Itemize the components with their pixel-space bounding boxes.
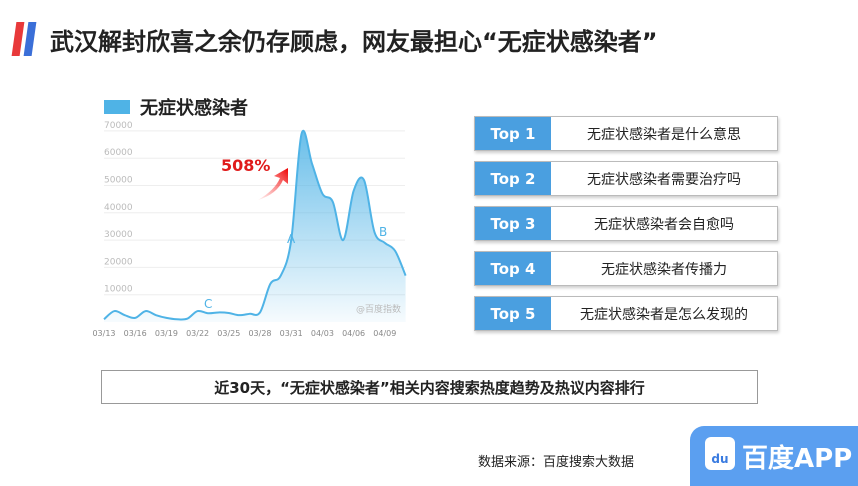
y-tick-label: 20000 (104, 257, 133, 267)
rank-tag: Top 4 (475, 252, 551, 285)
top-query: 无症状感染者是什么意思 (551, 117, 777, 150)
x-tick-label: 03/28 (248, 329, 271, 338)
rank-tag: Top 1 (475, 117, 551, 150)
x-tick-label: 03/25 (217, 329, 240, 338)
top-query: 无症状感染者是怎么发现的 (551, 297, 777, 330)
data-source: 数据来源：百度搜索大数据 (478, 451, 634, 470)
annotation-a: A (287, 232, 296, 246)
brand-badge: du 百度APP (690, 426, 858, 486)
x-tick-label: 04/06 (342, 329, 365, 338)
top-query: 无症状感染者需要治疗吗 (551, 162, 777, 195)
x-tick-label: 03/13 (92, 329, 115, 338)
x-tick-label: 03/31 (280, 329, 303, 338)
annotation-b: B (379, 225, 387, 239)
y-tick-label: 10000 (104, 285, 133, 295)
top-query: 无症状感染者会自愈吗 (551, 207, 777, 240)
x-tick-label: 03/16 (124, 329, 147, 338)
rank-tag: Top 5 (475, 297, 551, 330)
y-tick-label: 50000 (104, 176, 133, 186)
annotation-c: C (204, 297, 212, 311)
x-tick-label: 04/03 (311, 329, 334, 338)
y-tick-label: 70000 (104, 121, 133, 131)
y-tick-label: 60000 (104, 148, 133, 158)
brand-name: 百度APP (742, 438, 852, 475)
x-tick-label: 03/19 (155, 329, 178, 338)
rank-tag: Top 3 (475, 207, 551, 240)
y-tick-label: 40000 (104, 203, 133, 213)
top-query: 无症状感染者传播力 (551, 252, 777, 285)
growth-label: 508% (221, 156, 270, 175)
x-tick-label: 03/22 (186, 329, 209, 338)
watermark: @百度指数 (356, 303, 401, 315)
y-tick-label: 30000 (104, 230, 133, 240)
x-tick-label: 04/09 (373, 329, 396, 338)
baidu-paw-logo-icon: du (705, 437, 735, 470)
chart-caption: 近30天，“无症状感染者”相关内容搜索热度趋势及热议内容排行 (101, 370, 758, 404)
rank-tag: Top 2 (475, 162, 551, 195)
